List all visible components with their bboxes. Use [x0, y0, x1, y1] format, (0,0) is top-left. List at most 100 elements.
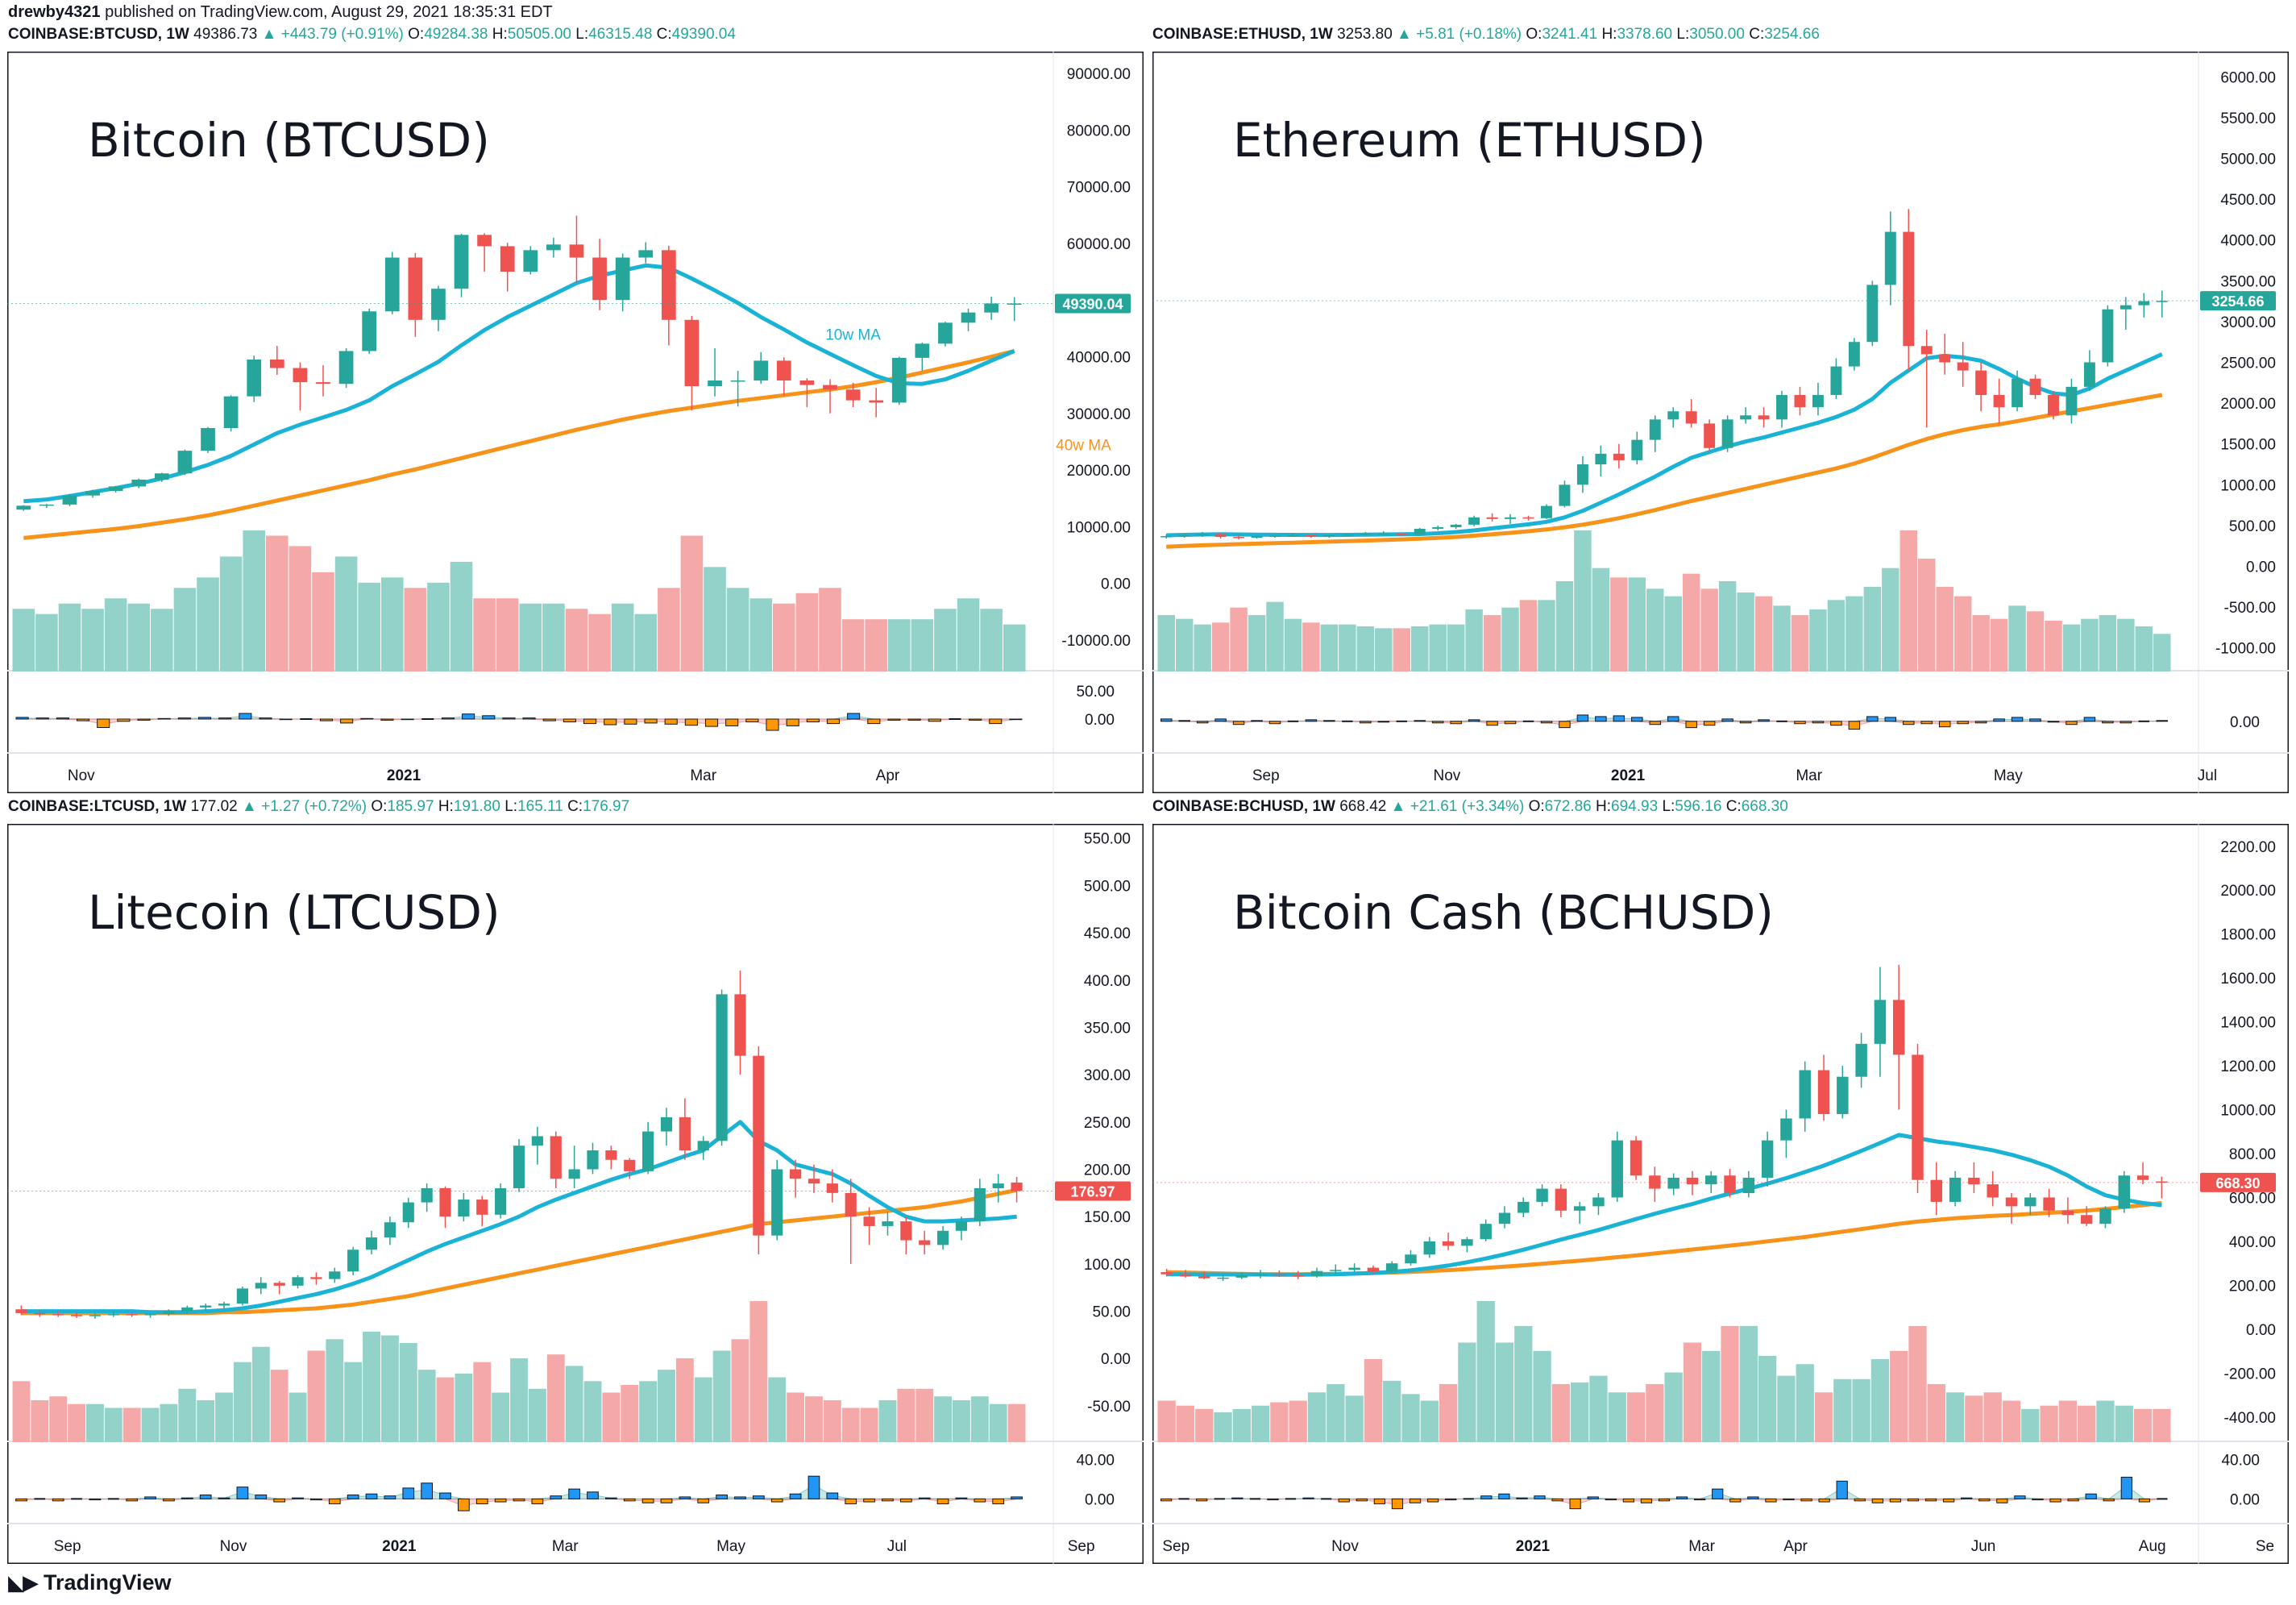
candle	[500, 243, 515, 292]
candle	[1178, 534, 1190, 538]
price-badge	[2200, 291, 2276, 311]
osc-bar	[1160, 1498, 1173, 1502]
low-value: 596.16	[1675, 798, 1722, 815]
osc-bar	[2011, 717, 2024, 722]
volume-bar	[658, 588, 680, 672]
candle-body	[753, 1055, 765, 1236]
y-tick-label: -400.00	[2224, 1410, 2276, 1427]
candle-body	[1254, 1274, 1267, 1276]
candle-body	[1310, 1270, 1323, 1277]
author-name[interactable]: drewby4321	[8, 3, 101, 21]
candle	[776, 357, 791, 396]
candle-body	[1214, 534, 1227, 538]
tradingview-footer[interactable]: ◣▶ TradingView	[8, 1570, 172, 1595]
volume-bar	[1429, 624, 1447, 672]
volume-bar	[528, 1388, 546, 1442]
y-tick-label: -200.00	[2224, 1366, 2276, 1383]
candle	[569, 215, 584, 284]
y-tick-label: 200.00	[2229, 1278, 2276, 1295]
candle	[70, 1312, 83, 1318]
osc-bar	[697, 1498, 710, 1503]
candle	[716, 989, 728, 1146]
candle	[1559, 480, 1571, 508]
osc-bar	[1160, 718, 1173, 722]
candle	[126, 1312, 138, 1317]
candle	[1330, 1264, 1342, 1274]
btc-chart-panel[interactable]: 90000.0080000.0070000.0060000.0050000.00…	[7, 52, 1144, 793]
candle-body	[1920, 346, 1933, 355]
osc-bar	[1920, 721, 1933, 725]
volume-bar	[363, 1331, 380, 1442]
candle	[2102, 305, 2114, 367]
osc-bar	[401, 718, 414, 721]
osc-bar	[2067, 1498, 2079, 1502]
ltc-chart-panel[interactable]: 550.00 500.00 450.00 400.00 350.00 300.00 250.…	[7, 824, 1144, 1564]
x-tick-label: Mar	[690, 767, 716, 784]
candle	[1011, 1176, 1023, 1203]
low-value: 46315.48	[588, 26, 653, 43]
open-value: 3241.41	[1542, 26, 1598, 43]
candle	[1576, 455, 1588, 493]
candle-body	[697, 1141, 709, 1151]
candle	[2118, 1170, 2130, 1213]
candle	[938, 321, 953, 347]
candle-body	[523, 250, 538, 272]
volume-bar	[450, 561, 473, 672]
volume-bar	[602, 1392, 621, 1442]
y-tick-label: 0.00	[1101, 1351, 1131, 1368]
candle	[1522, 515, 1534, 521]
candle-body	[1269, 535, 1281, 538]
volume-bar	[68, 1403, 85, 1442]
candle	[2136, 1162, 2149, 1185]
publish-header: drewby4321 published on TradingView.com,…	[8, 3, 553, 22]
candle	[329, 1267, 341, 1283]
candle-body	[1742, 1177, 1755, 1194]
osc-bar	[1569, 1498, 1581, 1510]
candle-body	[1930, 1179, 1943, 1202]
volume-bar	[841, 619, 865, 672]
candle	[2120, 297, 2132, 331]
candle	[1432, 525, 1444, 530]
bch-info-line: COINBASE:BCHUSD, 1W 668.42 ▲ +21.61 (+3.…	[1152, 798, 1788, 815]
candle	[1214, 533, 1227, 539]
volume-bar	[380, 577, 404, 672]
candle-body	[569, 244, 584, 258]
candle	[16, 505, 31, 511]
volume-bar	[583, 1381, 602, 1442]
candle	[1007, 297, 1022, 322]
candle-body	[454, 235, 469, 289]
candle	[900, 1216, 912, 1255]
volume-bar	[989, 1403, 1007, 1442]
volume-bar	[1796, 1364, 1814, 1442]
osc-bar	[899, 1498, 912, 1503]
osc-bar	[181, 1497, 193, 1499]
eth-chart-panel[interactable]: 6000.00 5500.00 5000.00 4500.00 4000.00 3500.…	[1152, 52, 2289, 793]
x-tick-label: Sep	[1068, 1538, 1095, 1555]
osc-bar	[1373, 1498, 1385, 1504]
candle	[546, 237, 561, 258]
candle-body	[34, 1312, 46, 1315]
osc-bar	[1426, 1498, 1439, 1503]
candle-body	[439, 1187, 451, 1217]
volume-bar	[1945, 1392, 1965, 1442]
volume-bar	[104, 1407, 122, 1442]
candle	[1536, 1184, 1548, 1207]
candle	[154, 472, 169, 482]
brand-name: TradingView	[44, 1570, 172, 1595]
candle-body	[790, 1169, 802, 1179]
volume-bar	[1814, 1392, 1833, 1442]
osc-bar	[482, 715, 496, 720]
candle	[1367, 1265, 1380, 1274]
osc-bar	[1658, 1498, 1671, 1502]
osc-bar	[583, 718, 597, 725]
volume-bar	[496, 598, 519, 672]
candle	[730, 371, 745, 407]
candle	[362, 308, 377, 354]
bch-chart-panel[interactable]: 2200.00 2000.00 1800.00 1600.00 1400.00 1200.…	[1152, 824, 2289, 1564]
x-tick-label: Sep	[1252, 767, 1280, 784]
candle-body	[1595, 453, 1607, 464]
candle-body	[1385, 1263, 1398, 1272]
chart-title: Litecoin (LTCUSD)	[88, 885, 500, 940]
candle-body	[605, 1150, 617, 1160]
candle-body	[39, 504, 54, 506]
